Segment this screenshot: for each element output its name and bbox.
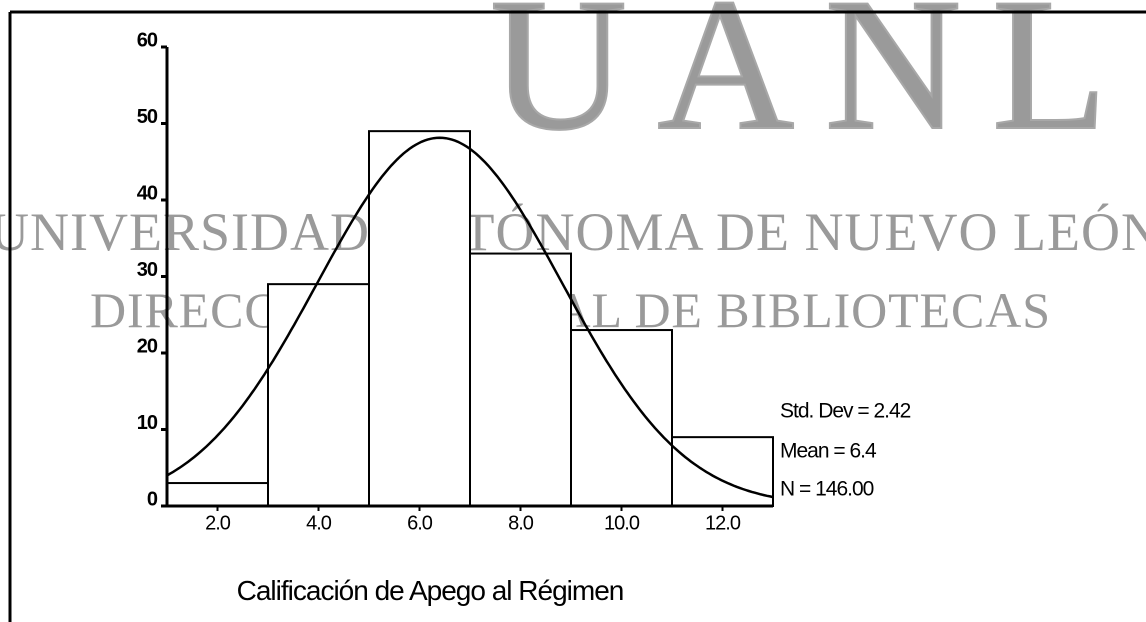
y-tick-label: 50 <box>137 106 158 128</box>
watermark-line1: UNIVERSIDAD AUTÓNOMA DE NUEVO LEÓN <box>0 202 1146 262</box>
x-tick-label: 2.0 <box>205 512 231 534</box>
x-tick-label: 12.0 <box>705 512 741 534</box>
y-tick-label: 10 <box>137 412 158 434</box>
bar <box>469 252 572 507</box>
watermark-logo: UANL <box>490 0 1138 170</box>
x-tick-label: 4.0 <box>306 512 332 534</box>
y-tick-label: 30 <box>137 259 158 281</box>
y-tick-label: 40 <box>137 182 158 204</box>
x-tick-label: 8.0 <box>508 512 534 534</box>
stat-mean: Mean = 6.4 <box>780 440 877 463</box>
bar <box>570 329 673 507</box>
y-tick-label: 60 <box>137 29 158 51</box>
stat-std-dev: Std. Dev = 2.42 <box>780 400 911 423</box>
x-tick-label: 10.0 <box>604 512 640 534</box>
y-tick-label: 0 <box>147 488 158 510</box>
bar <box>368 130 471 507</box>
bar <box>671 436 774 507</box>
bar <box>166 482 269 507</box>
normal-curve <box>166 136 774 499</box>
y-tick-label: 20 <box>137 335 158 357</box>
x-axis-label: Calificación de Apego al Régimen <box>237 575 624 606</box>
bar <box>267 283 370 507</box>
x-tick-label: 6.0 <box>407 512 433 534</box>
stat-n: N = 146.00 <box>780 478 874 501</box>
